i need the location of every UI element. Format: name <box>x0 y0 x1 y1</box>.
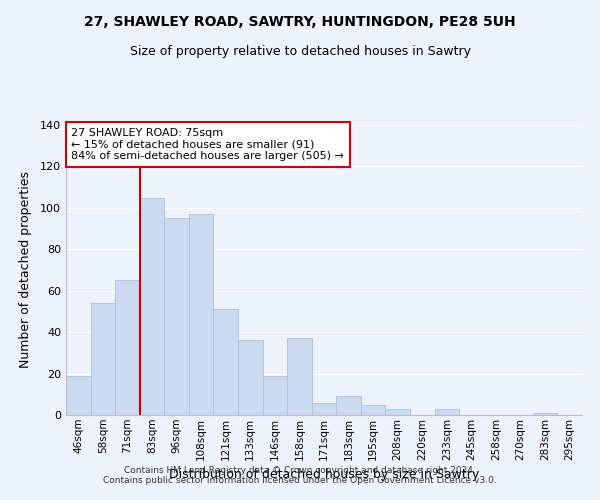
Bar <box>287 338 312 415</box>
Bar <box>312 402 336 415</box>
Bar <box>91 303 115 415</box>
Y-axis label: Number of detached properties: Number of detached properties <box>19 172 32 368</box>
Text: Size of property relative to detached houses in Sawtry: Size of property relative to detached ho… <box>130 45 470 58</box>
Bar <box>263 376 287 415</box>
Bar <box>385 409 410 415</box>
Bar <box>214 310 238 415</box>
Text: 27 SHAWLEY ROAD: 75sqm
← 15% of detached houses are smaller (91)
84% of semi-det: 27 SHAWLEY ROAD: 75sqm ← 15% of detached… <box>71 128 344 161</box>
Bar <box>336 396 361 415</box>
X-axis label: Distribution of detached houses by size in Sawtry: Distribution of detached houses by size … <box>169 468 479 481</box>
Bar <box>140 198 164 415</box>
Bar <box>533 413 557 415</box>
Bar <box>66 376 91 415</box>
Bar <box>238 340 263 415</box>
Bar <box>189 214 214 415</box>
Bar <box>164 218 189 415</box>
Bar <box>434 409 459 415</box>
Bar <box>361 404 385 415</box>
Text: 27, SHAWLEY ROAD, SAWTRY, HUNTINGDON, PE28 5UH: 27, SHAWLEY ROAD, SAWTRY, HUNTINGDON, PE… <box>84 15 516 29</box>
Text: Contains HM Land Registry data © Crown copyright and database right 2024.
Contai: Contains HM Land Registry data © Crown c… <box>103 466 497 485</box>
Bar <box>115 280 140 415</box>
